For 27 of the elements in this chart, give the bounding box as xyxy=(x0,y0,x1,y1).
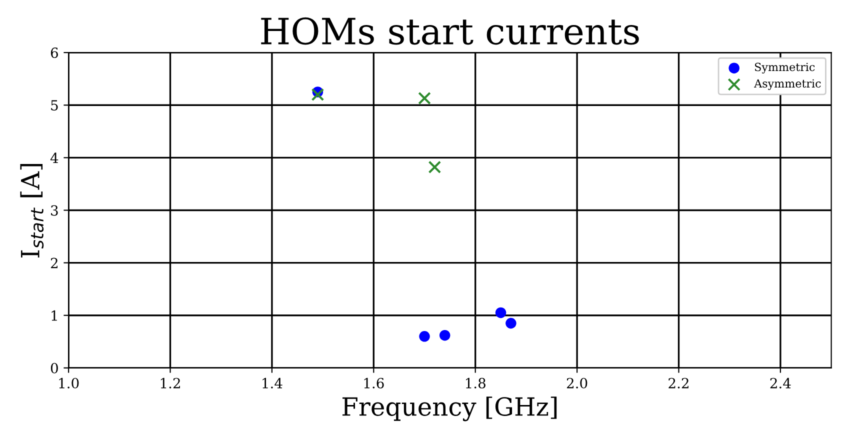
point xyxy=(495,307,506,318)
point xyxy=(418,92,431,105)
x-tick-label: 1.2 xyxy=(160,378,180,388)
y-tick-label: 5 xyxy=(51,100,58,111)
x-tick-label: 1.4 xyxy=(262,378,282,388)
x-tick-label: 2.2 xyxy=(668,378,688,388)
point xyxy=(311,88,324,102)
x-tick-label: 2.0 xyxy=(566,378,588,388)
x-tick-label: 1.6 xyxy=(364,378,384,388)
point xyxy=(428,160,442,174)
y-tick-label: 1 xyxy=(52,310,57,321)
y-tick-label: 2 xyxy=(50,258,58,268)
legend-label: Symmetric xyxy=(755,62,815,74)
x-axis-title: Frequency [GHz] xyxy=(342,396,557,422)
point xyxy=(439,330,450,341)
point xyxy=(419,331,430,342)
point xyxy=(506,318,516,329)
y-tick-label: 0 xyxy=(50,362,58,374)
y-tick-label: 4 xyxy=(50,152,58,163)
x-tick-label: 1.0 xyxy=(59,378,79,388)
x-tick-label: 1.8 xyxy=(466,378,486,388)
y-axis-title: I$_{start}$ [A] xyxy=(20,164,44,258)
x-tick-label: 2.4 xyxy=(770,378,791,388)
legend-label: Asymmetric xyxy=(754,79,821,90)
y-tick-label: 3 xyxy=(51,205,58,216)
chart-title: HOMs start currents xyxy=(261,17,639,45)
y-tick-label: 6 xyxy=(50,48,58,58)
